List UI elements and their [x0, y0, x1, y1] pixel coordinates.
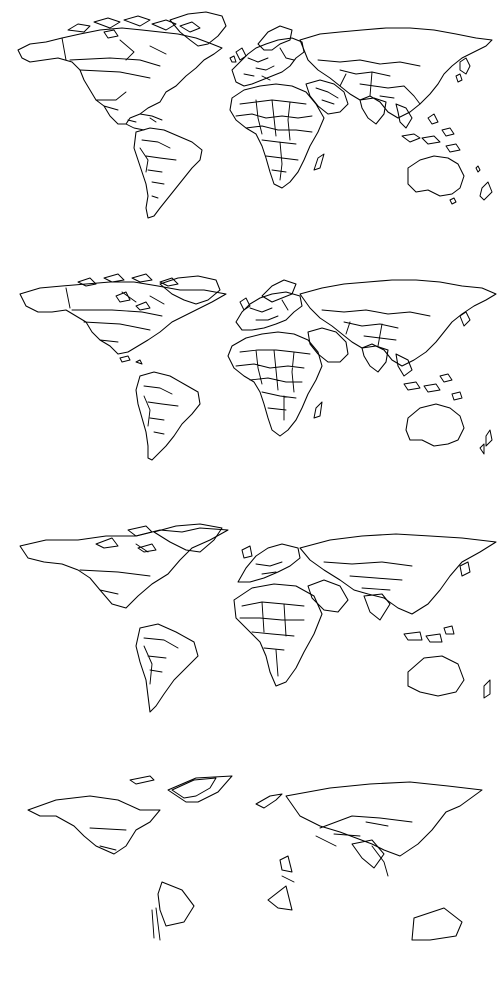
north-america-outline: [19, 281, 227, 355]
africa-borders: [239, 601, 305, 677]
world-map-panel-4-svg: [27, 775, 483, 941]
europe-outline: [231, 37, 305, 87]
india-outline: [363, 593, 391, 621]
world-map-panel-1-svg: [17, 11, 493, 219]
arctic-islands: [67, 15, 201, 39]
middle-east-borders: [315, 87, 339, 105]
africa-outline: [267, 855, 293, 911]
europe-borders: [243, 47, 295, 81]
asia-outline: [299, 27, 493, 119]
europe-outline: [235, 291, 303, 331]
sa-borders: [151, 907, 161, 941]
japan-islands: [455, 57, 471, 83]
south-america-outline: [133, 127, 203, 219]
uk-islands: [241, 545, 253, 559]
europe-outline: [255, 793, 283, 809]
asia-outline: [299, 279, 497, 367]
se-asia-outline: [395, 353, 413, 377]
africa-outline: [229, 83, 325, 189]
se-asia-outline: [395, 103, 413, 129]
scandinavia-outline: [261, 279, 297, 303]
africa-outline: [233, 583, 323, 687]
arctic-islands: [129, 775, 217, 799]
australia-outline: [407, 655, 465, 697]
india-outline: [351, 839, 385, 869]
new-zealand-outline: [479, 429, 493, 455]
north-america-outline: [17, 27, 223, 125]
greenland-outline: [169, 11, 227, 47]
middle-east-outline: [307, 327, 349, 363]
uk-islands: [239, 297, 251, 311]
south-america-outline: [157, 881, 195, 927]
asia-borders: [321, 309, 431, 347]
greenland-outline: [153, 523, 223, 553]
world-map-panel-3: [0, 500, 500, 750]
indonesia-islands: [401, 113, 461, 153]
europe-outline: [237, 543, 301, 583]
arctic-islands: [77, 273, 179, 311]
africa-outline: [227, 331, 323, 437]
scandinavia-outline: [257, 25, 293, 51]
uk-islands: [229, 47, 247, 63]
africa-borders: [235, 99, 313, 181]
world-map-panel-4: [0, 750, 500, 1000]
sa-borders: [139, 139, 177, 199]
madagascar-outline: [313, 401, 323, 419]
na-borders: [79, 543, 151, 595]
world-map-panel-2-svg: [19, 273, 497, 461]
asia-borders: [317, 59, 421, 105]
south-america-outline: [135, 371, 201, 461]
new-zealand-outline: [479, 181, 493, 201]
world-map-panel-1: [0, 0, 500, 250]
new-zealand-outline: [483, 679, 491, 699]
south-america-outline: [135, 623, 199, 713]
world-map-panel-2: [0, 250, 500, 500]
greenland-outline: [167, 775, 233, 803]
japan-islands: [459, 561, 471, 577]
na-borders: [89, 827, 127, 851]
australia-outline: [405, 403, 465, 447]
indonesia-islands: [403, 373, 463, 401]
north-america-outline: [27, 795, 161, 855]
madagascar-outline: [313, 153, 325, 171]
north-america-outline: [19, 527, 229, 609]
small-pacific-islands: [449, 165, 481, 205]
indonesia-islands: [403, 625, 455, 643]
middle-east-outline: [307, 579, 349, 613]
asia-borders: [323, 561, 413, 591]
asia-borders: [315, 815, 413, 877]
australia-outline: [411, 907, 463, 941]
asia-outline: [299, 533, 497, 615]
japan-islands: [459, 311, 471, 327]
sa-borders: [143, 385, 179, 435]
asia-outline: [285, 781, 483, 857]
na-borders: [61, 37, 167, 111]
africa-borders: [235, 349, 311, 421]
arctic-islands: [95, 525, 157, 553]
europe-borders: [255, 561, 283, 575]
na-borders: [65, 287, 165, 343]
africa-borders: [281, 875, 295, 883]
caribbean-islands: [119, 355, 143, 365]
middle-east-outline: [305, 79, 349, 115]
sa-borders: [143, 637, 179, 685]
australia-outline: [407, 155, 465, 197]
greenland-outline: [159, 275, 221, 305]
india-outline: [359, 97, 387, 125]
central-america-borders: [125, 113, 163, 131]
india-outline: [361, 345, 389, 373]
world-map-panel-3-svg: [19, 523, 497, 713]
europe-borders: [249, 299, 289, 321]
